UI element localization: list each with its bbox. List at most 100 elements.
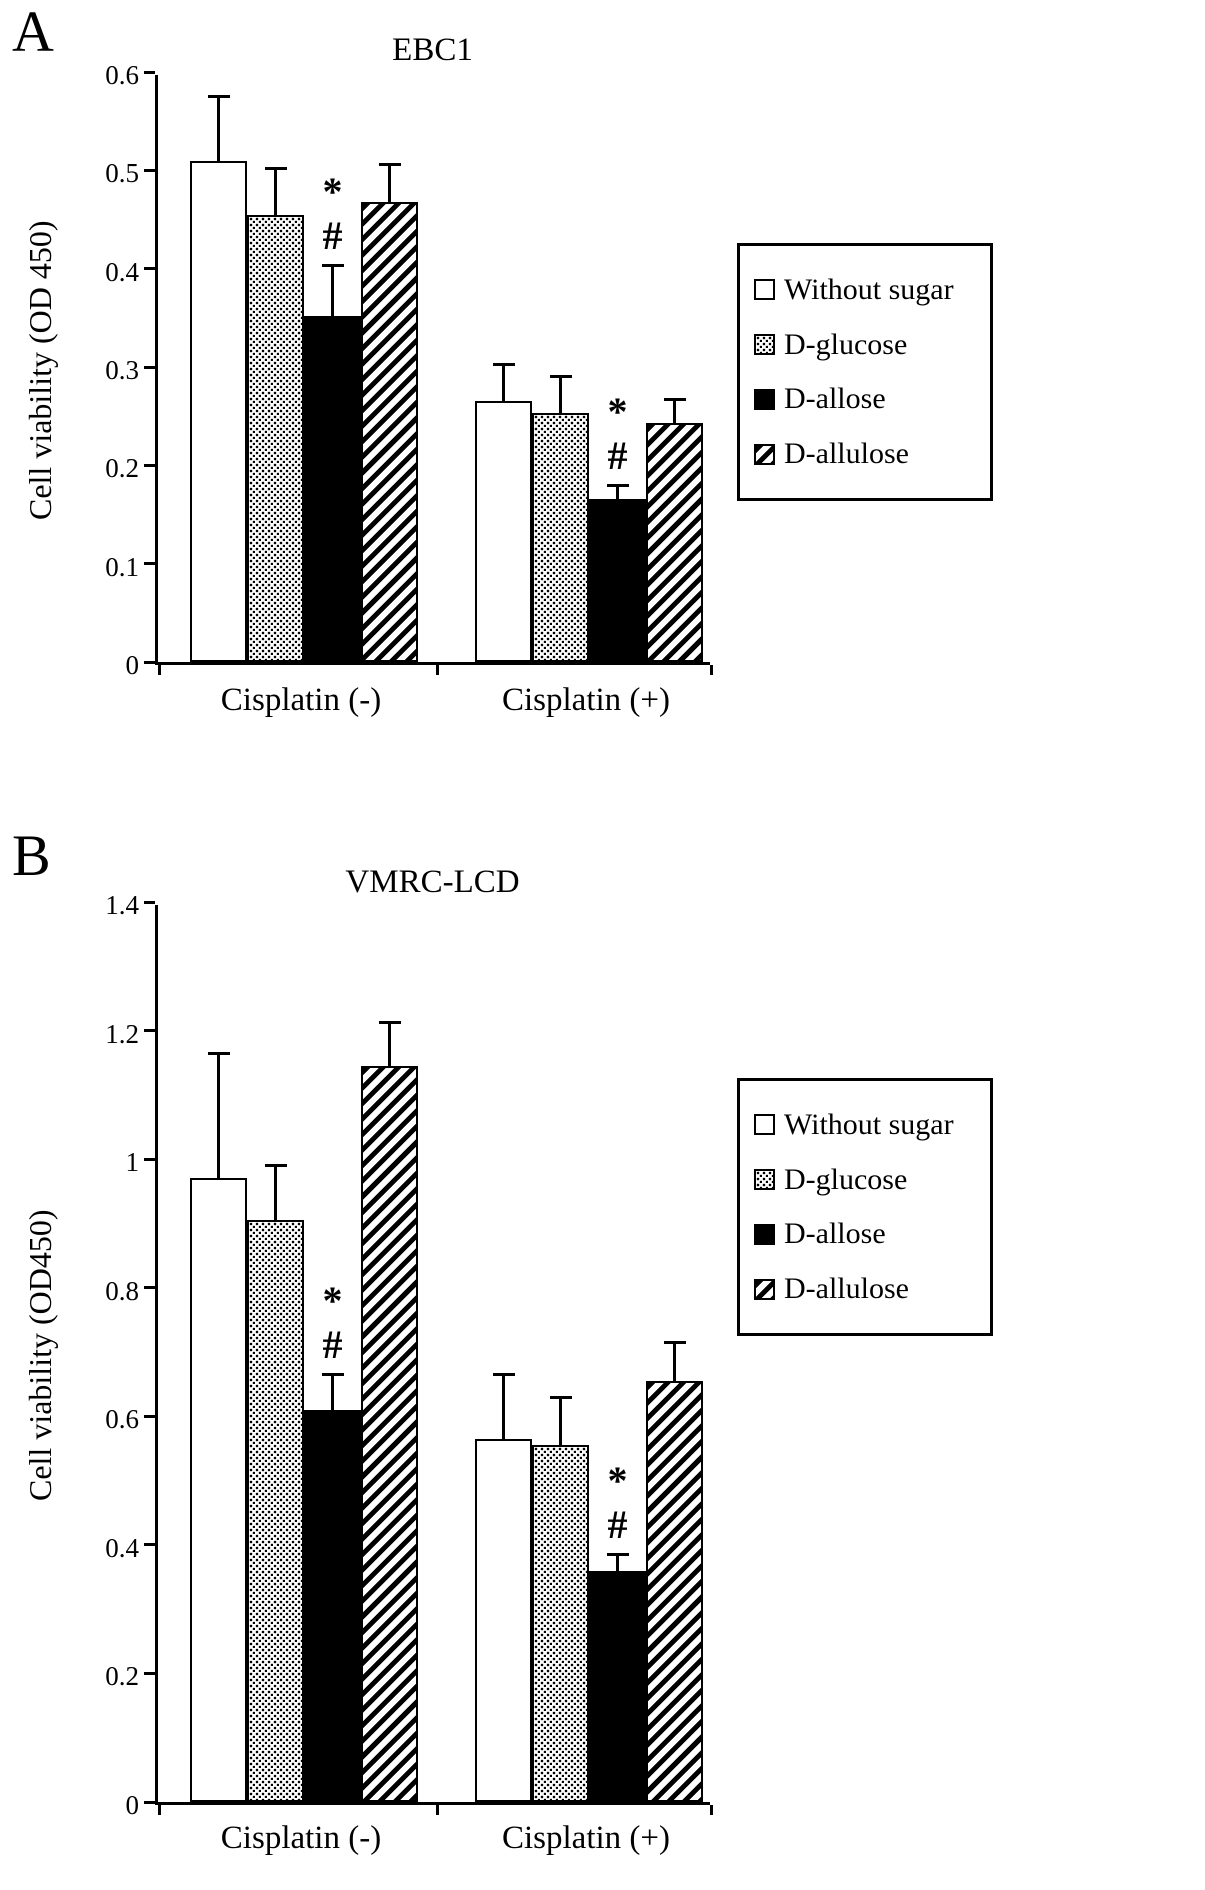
x-tick-mark	[158, 1805, 161, 1815]
legend: Without sugar D-glucose D-allose D-allulose	[737, 1078, 993, 1336]
error-bar-cap	[606, 484, 629, 488]
y-tick-mark	[144, 168, 155, 172]
legend: Without sugar D-glucose D-allose D-allulose	[737, 243, 993, 501]
legend-swatch-solid	[754, 388, 775, 410]
y-tick-mark	[144, 365, 155, 369]
y-tick-mark	[144, 562, 155, 566]
y-tick-label: 0.6	[105, 60, 139, 90]
panel-b-label: B	[12, 823, 51, 888]
bar-d-glucose-group-1	[532, 1445, 589, 1802]
error-bar-cap	[549, 1395, 572, 1399]
error-bar-cap	[207, 1051, 230, 1055]
error-bar-whisker	[217, 1053, 220, 1179]
legend-item: D-glucose	[754, 328, 976, 362]
bar-d-allose-group-1	[589, 498, 646, 662]
legend-item: Without sugar	[754, 273, 976, 307]
bar-without-sugar-group-0	[190, 160, 247, 662]
legend-item: D-allose	[754, 1217, 976, 1251]
panel-a-label: A	[12, 0, 54, 64]
error-bar-whisker	[502, 364, 505, 402]
error-bar-cap	[378, 162, 401, 166]
legend-item: D-allose	[754, 382, 976, 416]
error-bar-whisker	[388, 1022, 391, 1066]
significance-symbol: *	[322, 168, 343, 214]
bar-d-allose-group-0	[304, 315, 361, 662]
bar-without-sugar-group-1	[475, 1438, 532, 1802]
bar-d-allulose-group-1	[646, 1380, 703, 1802]
significance-symbol: #	[322, 1321, 343, 1367]
legend-label: D-allulose	[784, 437, 909, 471]
error-bar-cap	[321, 264, 344, 268]
y-tick-label: 0	[125, 1790, 140, 1820]
significance-marks: * #	[583, 1457, 653, 1547]
legend-swatch-stipple	[754, 1169, 775, 1191]
error-bar-whisker	[616, 486, 619, 499]
x-category-label: Cisplatin (-)	[220, 1820, 382, 1856]
error-bar-cap	[492, 1373, 515, 1376]
y-tick-label: 0.4	[105, 1532, 139, 1563]
error-bar-whisker	[274, 168, 277, 215]
significance-symbol: *	[607, 388, 628, 434]
error-bar-whisker	[673, 399, 676, 424]
bar-d-allulose-group-1	[646, 423, 703, 662]
x-category-label: Cisplatin (+)	[501, 1820, 670, 1856]
y-tick-label: 0.2	[105, 1661, 139, 1692]
significance-symbol: #	[322, 212, 343, 258]
legend-swatch-open	[754, 279, 775, 301]
error-bar-cap	[663, 1340, 686, 1344]
legend-label: D-allose	[784, 382, 886, 416]
legend-swatch-open	[754, 1114, 775, 1136]
significance-marks: * #	[298, 1277, 368, 1367]
error-bar-whisker	[274, 1165, 277, 1221]
panel-b: B VMRC-LCD Cell viability (OD450) 0 0.2 0.…	[0, 760, 1205, 1890]
error-bar-cap	[264, 166, 287, 170]
bar-d-allulose-group-0	[361, 201, 418, 662]
error-bar-cap	[207, 95, 230, 99]
bar-d-allulose-group-0	[361, 1065, 418, 1802]
y-tick-mark	[144, 660, 155, 664]
bar-without-sugar-group-1	[475, 401, 532, 662]
y-tick-mark	[144, 1157, 155, 1161]
legend-label: D-glucose	[784, 1162, 908, 1196]
y-tick-label: 1.4	[105, 890, 139, 920]
y-tick-mark	[144, 1671, 155, 1675]
y-axis: 0 0.1 0.2 0.3 0.4 0.5 0.6	[0, 60, 155, 680]
error-bar-whisker	[673, 1342, 676, 1381]
x-tick-mark	[435, 1805, 439, 1815]
error-bar-whisker	[217, 96, 220, 161]
legend-swatch-stipple	[754, 334, 775, 356]
legend-label: Without sugar	[784, 1107, 954, 1141]
error-bar-whisker	[331, 1374, 334, 1410]
x-axis-labels: Cisplatin (-) Cisplatin (+)	[155, 682, 710, 724]
y-tick-mark	[144, 463, 155, 467]
significance-symbol: *	[322, 1277, 343, 1323]
y-tick-label: 0.4	[105, 256, 139, 287]
significance-marks: * #	[298, 168, 368, 258]
legend-item: D-glucose	[754, 1163, 976, 1197]
bar-d-glucose-group-1	[532, 413, 589, 662]
y-tick-mark	[144, 1414, 155, 1418]
x-category-label: Cisplatin (+)	[501, 682, 670, 718]
significance-symbol: *	[607, 1457, 628, 1503]
x-tick-mark	[435, 665, 439, 675]
y-tick-mark	[144, 1286, 155, 1290]
significance-marks: * #	[583, 388, 653, 478]
y-tick-label: 0.6	[105, 1404, 139, 1435]
y-tick-mark	[144, 267, 155, 271]
error-bar-whisker	[559, 376, 562, 414]
chart-ebc1: EBC1 Cell viability (OD 450) 0 0.1 0.2 0.3 0…	[0, 0, 1205, 760]
error-bar-cap	[492, 362, 515, 366]
error-bar-cap	[321, 1373, 344, 1376]
error-bar-cap	[606, 1553, 629, 1556]
y-tick-label: 0.2	[105, 453, 139, 484]
panel-a: A EBC1 Cell viability (OD 450) 0 0.1 0.2 0.…	[0, 0, 1205, 760]
legend-label: D-glucose	[784, 327, 908, 361]
plot-area: * # * #	[144, 70, 713, 675]
bar-d-glucose-group-0	[247, 214, 304, 662]
error-bar-whisker	[331, 265, 334, 316]
error-bar-whisker	[559, 1397, 562, 1446]
y-tick-mark	[144, 900, 155, 904]
x-tick-mark	[710, 1805, 713, 1815]
chart-vmrc-lcd: VMRC-LCD Cell viability (OD450) 0 0.2 0.4 0…	[0, 760, 1205, 1890]
